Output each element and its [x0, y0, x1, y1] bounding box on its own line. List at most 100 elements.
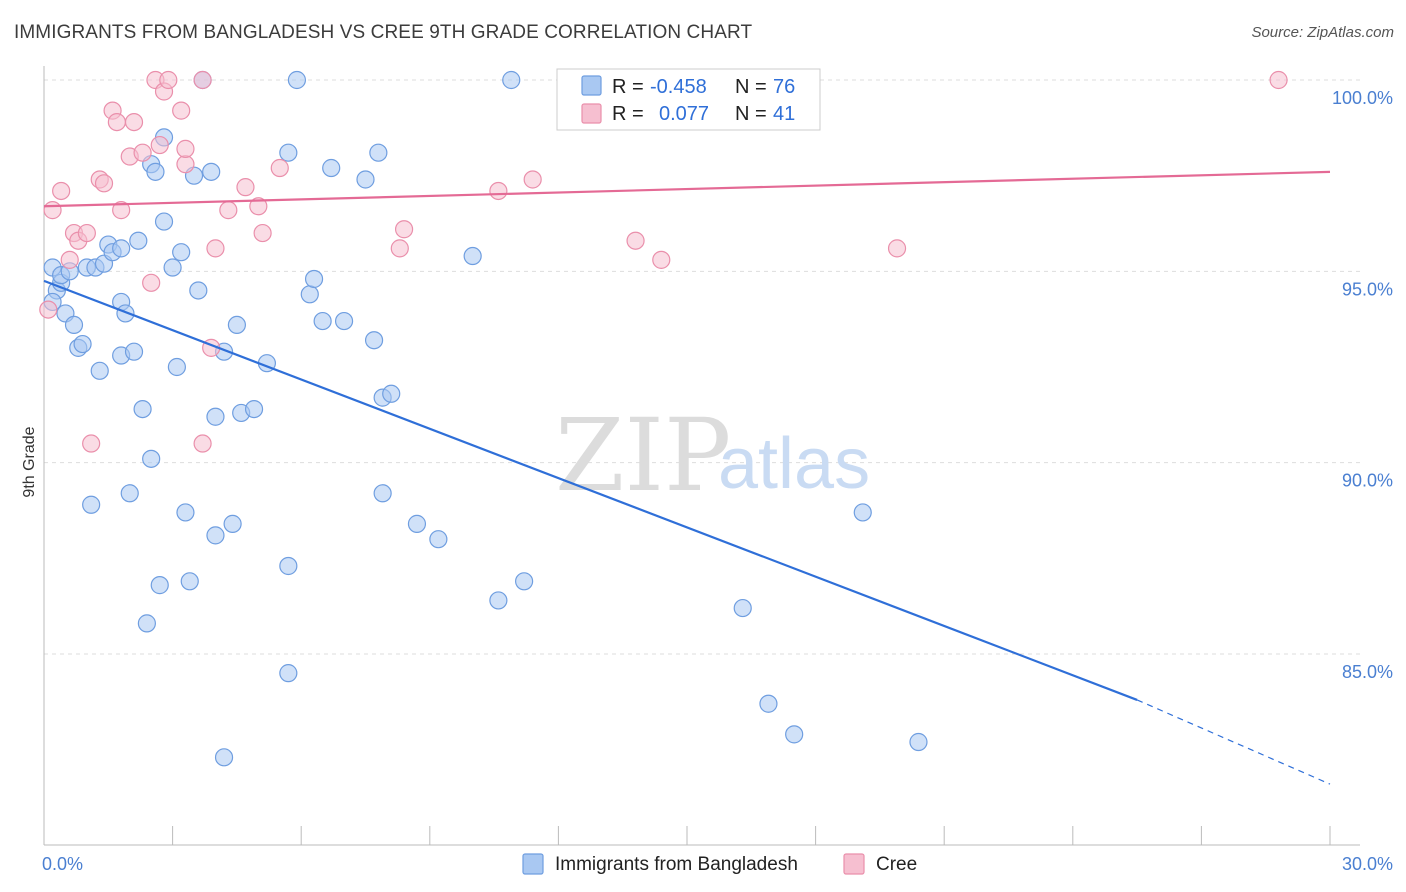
point-cree: [193, 434, 212, 453]
point-cree: [77, 223, 96, 243]
point-bangladesh: [142, 449, 161, 468]
legend-row-cree: R = 0.077 N = 41: [581, 103, 795, 125]
y-tick-label: 100.0%: [1332, 88, 1393, 108]
y-tick-label: 85.0%: [1342, 662, 1393, 682]
point-bangladesh: [489, 591, 508, 610]
point-bangladesh: [279, 664, 298, 683]
point-cree: [94, 174, 114, 193]
point-bangladesh: [382, 384, 401, 403]
point-bangladesh: [515, 572, 534, 591]
point-bangladesh: [279, 556, 298, 576]
point-bangladesh: [202, 162, 221, 181]
point-cree: [394, 220, 414, 239]
point-cree: [43, 201, 62, 220]
x-tick-label: 0.0%: [42, 854, 83, 874]
point-bangladesh: [146, 162, 165, 181]
legend-swatch-cree: [581, 103, 602, 124]
point-bangladesh: [227, 315, 246, 335]
point-cree: [390, 239, 409, 258]
point-cree: [60, 250, 79, 269]
bottom-legend-label-cree: Cree: [876, 854, 917, 875]
legend-n-label: N =: [735, 76, 767, 98]
point-bangladesh: [223, 514, 242, 533]
y-axis-title: 9th Grade: [21, 426, 38, 497]
axes: [43, 66, 1360, 846]
point-bangladesh: [733, 598, 752, 618]
bottom-legend-swatch-cree: [843, 853, 865, 875]
point-cree: [626, 231, 645, 250]
legend-n-value: 41: [773, 103, 795, 125]
point-bangladesh: [334, 311, 354, 331]
point-bangladesh: [313, 311, 332, 331]
bottom-legend-label-bangladesh: Immigrants from Bangladesh: [555, 854, 798, 875]
point-bangladesh: [463, 246, 482, 266]
bottom-legend-swatch-bangladesh: [522, 853, 544, 875]
point-bangladesh: [82, 495, 101, 514]
point-bangladesh: [279, 143, 298, 162]
x-tick-label: 30.0%: [1342, 854, 1393, 874]
data-points: [39, 70, 1288, 767]
legend-r-label: R =: [612, 103, 644, 125]
point-bangladesh: [73, 334, 92, 354]
point-cree: [206, 239, 225, 258]
legend-r-label: R =: [612, 76, 644, 98]
trend-lines: [43, 170, 1331, 785]
point-cree: [887, 239, 907, 258]
watermark: ZIP atlas: [555, 397, 870, 514]
point-cree: [523, 170, 542, 189]
y-axis-tick-labels: 100.0% 95.0% 90.0% 85.0%: [1332, 88, 1393, 682]
point-bangladesh: [322, 158, 341, 178]
point-bangladesh: [300, 285, 319, 304]
point-bangladesh: [112, 239, 131, 258]
point-cree: [249, 197, 268, 216]
point-cree: [82, 434, 101, 453]
point-cree: [107, 112, 126, 132]
grid-lines: [44, 79, 1360, 655]
point-bangladesh: [189, 281, 208, 300]
x-axis-tick-labels: 0.0% 30.0%: [42, 854, 1393, 874]
point-bangladesh: [214, 748, 234, 767]
point-cree: [1269, 70, 1288, 90]
point-cree: [176, 139, 195, 158]
point-bangladesh: [206, 407, 225, 426]
point-bangladesh: [124, 342, 144, 361]
bottom-legend: Immigrants from Bangladesh Cree: [522, 853, 917, 875]
watermark-zip: ZIP: [555, 397, 731, 514]
point-bangladesh: [429, 530, 448, 549]
point-bangladesh: [150, 576, 169, 595]
point-cree: [150, 135, 169, 155]
trend-line-cree: [43, 170, 1331, 208]
legend-swatch-bangladesh: [581, 75, 602, 96]
point-bangladesh: [356, 170, 375, 189]
legend-r-value: 0.077: [659, 103, 709, 125]
point-cree: [172, 101, 191, 120]
point-cree: [159, 70, 178, 90]
x-axis-ticks: [43, 826, 1331, 845]
point-bangladesh: [369, 143, 388, 162]
point-bangladesh: [154, 212, 174, 231]
point-bangladesh: [120, 484, 139, 503]
watermark-atlas: atlas: [718, 424, 870, 504]
point-cree: [142, 273, 161, 292]
point-bangladesh: [172, 243, 191, 262]
point-cree: [652, 250, 671, 269]
point-bangladesh: [137, 614, 156, 633]
point-bangladesh: [167, 357, 186, 377]
point-bangladesh: [909, 732, 928, 752]
point-bangladesh: [176, 503, 195, 522]
point-bangladesh: [364, 331, 384, 350]
point-cree: [176, 155, 195, 174]
point-bangladesh: [304, 269, 324, 289]
point-cree: [489, 181, 508, 201]
point-bangladesh: [90, 361, 109, 380]
legend-n-value: 76: [773, 76, 795, 98]
source-credit: Source: ZipAtlas.com: [1251, 24, 1394, 41]
point-bangladesh: [407, 514, 427, 533]
trend-line-extension-bangladesh: [1136, 699, 1331, 785]
point-cree: [253, 223, 272, 243]
legend-row-bangladesh: R = -0.458 N = 76: [581, 75, 795, 98]
point-cree: [193, 70, 212, 90]
point-bangladesh: [502, 70, 521, 90]
point-bangladesh: [64, 315, 84, 335]
